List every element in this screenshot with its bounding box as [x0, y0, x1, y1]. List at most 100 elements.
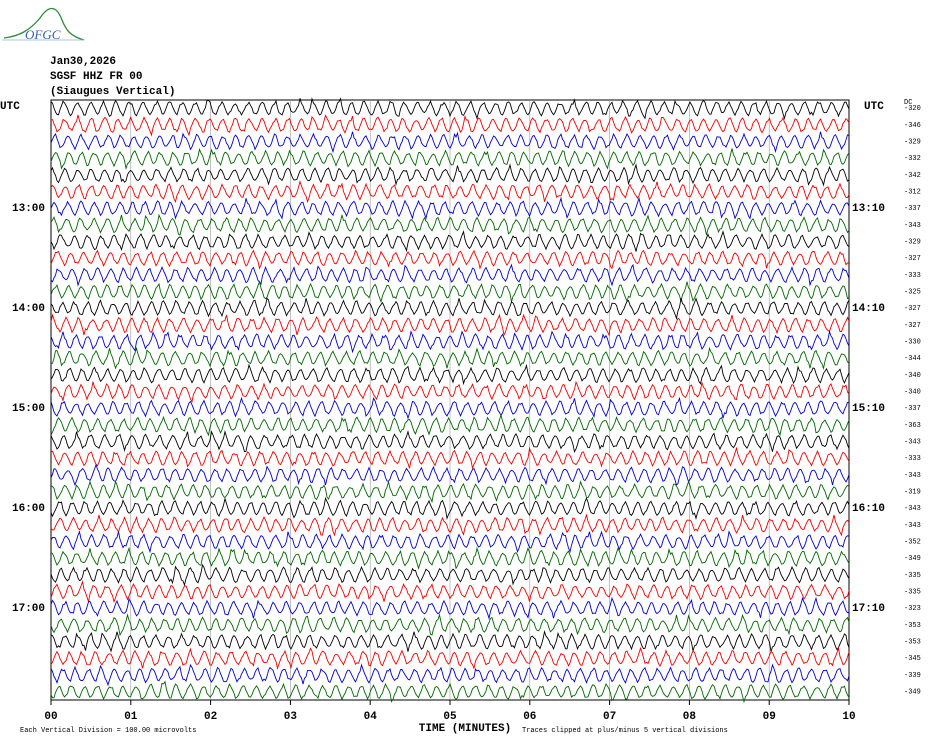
trace	[50, 513, 850, 537]
dc-offset: -337	[904, 405, 921, 413]
dc-offset: -330	[904, 339, 921, 347]
hour-label: 15:10	[852, 403, 885, 415]
dc-offset: -332	[904, 155, 921, 163]
trace	[50, 249, 850, 270]
dc-offset: -325	[904, 289, 921, 297]
hour-label: 15:00	[12, 403, 45, 415]
dc-offset: -335	[904, 572, 921, 580]
dc-offset: -319	[904, 489, 921, 497]
hour-label: 16:00	[12, 503, 45, 515]
logo-text: OFGC	[25, 27, 61, 42]
hour-label: 13:10	[852, 203, 885, 215]
description: (Siaugues Vertical)	[50, 86, 175, 98]
x-tick-label: 02	[204, 711, 217, 723]
trace	[50, 446, 850, 471]
trace	[50, 579, 850, 604]
x-tick-label: 03	[284, 711, 298, 723]
left-axis-title: UTC	[0, 101, 20, 113]
dc-offset: -337	[904, 205, 921, 213]
dc-title: DC	[904, 99, 912, 107]
dc-offset: -340	[904, 372, 921, 380]
hour-label: 17:10	[852, 603, 885, 615]
dc-offset: -342	[904, 172, 921, 180]
dc-offset: -329	[904, 239, 921, 247]
dc-offset: -349	[904, 555, 921, 563]
trace	[50, 380, 850, 403]
hour-label: 17:00	[12, 603, 45, 615]
trace	[50, 396, 850, 420]
dc-offset: -343	[904, 222, 921, 230]
trace	[50, 629, 850, 653]
dc-offset: -343	[904, 505, 921, 513]
dc-offset: -323	[904, 605, 921, 613]
hour-label: 16:10	[852, 503, 885, 515]
trace	[50, 213, 850, 236]
dc-offset: -320	[904, 105, 921, 113]
dc-offset: -340	[904, 389, 921, 397]
trace	[50, 613, 850, 637]
trace	[50, 413, 850, 437]
trace	[50, 563, 850, 587]
trace	[50, 346, 850, 371]
trace	[50, 230, 850, 253]
dc-offset: -327	[904, 322, 921, 330]
trace	[50, 97, 850, 120]
trace	[50, 263, 850, 287]
dc-offset: -333	[904, 455, 921, 463]
trace	[50, 297, 850, 320]
clip-note: Traces clipped at plus/minus 5 vertical …	[522, 727, 728, 735]
x-tick-label: 09	[763, 711, 776, 723]
dc-offset: -335	[904, 589, 921, 597]
date: Jan30,2026	[50, 56, 116, 68]
trace	[50, 480, 850, 504]
scale-note: Each Vertical Division = 100.00 microvol…	[20, 727, 196, 735]
hour-label: 14:00	[12, 303, 45, 315]
dc-offset: -346	[904, 122, 921, 130]
trace	[50, 196, 850, 220]
trace	[50, 530, 850, 554]
x-tick-label: 04	[364, 711, 378, 723]
trace	[50, 147, 850, 171]
x-tick-label: 01	[124, 711, 138, 723]
trace	[50, 663, 850, 687]
trace	[50, 680, 850, 704]
dc-offset: -327	[904, 305, 921, 313]
dc-offset: -352	[904, 539, 921, 547]
x-tick-label: 10	[842, 711, 855, 723]
dc-offset: -353	[904, 622, 921, 630]
x-axis-title: TIME (MINUTES)	[419, 723, 511, 735]
trace	[50, 280, 850, 304]
x-tick-label: 05	[443, 711, 457, 723]
logo: OFGC	[2, 7, 85, 42]
dc-offset: -343	[904, 439, 921, 447]
dc-offset: -344	[904, 355, 921, 363]
x-tick-label: 08	[683, 711, 697, 723]
trace	[50, 429, 850, 453]
trace	[50, 313, 850, 337]
dc-offset: -349	[904, 689, 921, 697]
trace	[50, 363, 850, 386]
dc-offset: -312	[904, 189, 921, 197]
x-tick-label: 00	[44, 711, 57, 723]
trace	[50, 463, 850, 487]
trace	[50, 180, 850, 204]
dc-offset: -353	[904, 639, 921, 647]
dc-offset: -343	[904, 472, 921, 480]
trace	[50, 596, 849, 621]
dc-offset: -327	[904, 255, 921, 263]
trace	[50, 496, 850, 520]
hour-label: 14:10	[852, 303, 885, 315]
x-tick-label: 07	[603, 711, 616, 723]
trace	[50, 546, 850, 570]
trace	[50, 646, 850, 670]
dc-offset: -363	[904, 422, 921, 430]
right-axis-title: UTC	[864, 101, 884, 113]
x-tick-label: 06	[523, 711, 536, 723]
dc-offset: -333	[904, 272, 921, 280]
station: SGSF HHZ FR 00	[50, 71, 142, 83]
dc-offset: -329	[904, 139, 921, 147]
dc-offset: -345	[904, 655, 921, 663]
trace	[50, 163, 850, 187]
dc-offset: -339	[904, 672, 921, 680]
